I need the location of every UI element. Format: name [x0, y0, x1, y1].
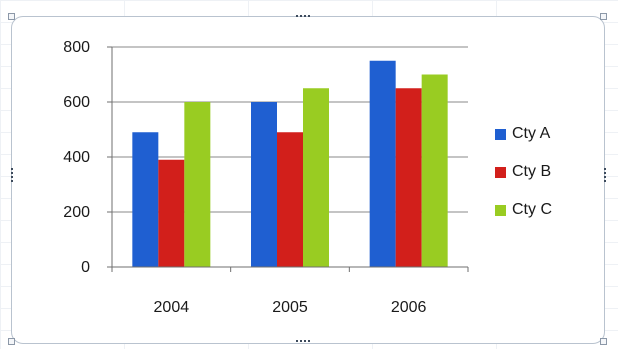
bar-cty-a-2004: [132, 132, 159, 267]
right-resize-handle[interactable]: [604, 168, 606, 182]
legend-item-cty-a[interactable]: Cty A: [495, 125, 552, 142]
y-tick-label-600: 600: [63, 94, 90, 111]
left-resize-handle[interactable]: [11, 168, 13, 182]
x-tick-label-2004: 2004: [154, 299, 190, 316]
legend[interactable]: Cty A Cty B Cty C: [495, 125, 552, 218]
top-resize-handle[interactable]: [296, 15, 310, 17]
y-tick-label-0: 0: [81, 259, 90, 276]
top-right-resize-handle[interactable]: [600, 13, 607, 20]
bottom-right-resize-handle[interactable]: [600, 338, 607, 345]
bar-cty-c-2004: [184, 102, 211, 267]
bottom-resize-handle[interactable]: [296, 340, 310, 342]
legend-label-cty-a: Cty A: [512, 125, 551, 142]
bottom-left-resize-handle[interactable]: [8, 338, 15, 345]
legend-swatch-cty-b: [495, 166, 506, 178]
x-tick-label-2005: 2005: [272, 299, 308, 316]
legend-item-cty-b[interactable]: Cty B: [495, 163, 552, 180]
y-tick-label-200: 200: [63, 204, 90, 221]
x-tick-label-2006: 2006: [391, 299, 427, 316]
legend-item-cty-c[interactable]: Cty C: [495, 201, 552, 218]
legend-label-cty-c: Cty C: [512, 201, 552, 218]
bar-cty-b-2005: [277, 132, 303, 267]
bar-cty-a-2005: [251, 102, 277, 267]
top-left-resize-handle[interactable]: [8, 13, 15, 20]
legend-swatch-cty-c: [495, 204, 506, 216]
bar-cty-a-2006: [369, 60, 396, 267]
legend-swatch-cty-a: [495, 128, 506, 140]
bar-cty-b-2006: [395, 88, 422, 267]
legend-label-cty-b: Cty B: [512, 163, 552, 180]
y-tick-label-400: 400: [63, 149, 90, 166]
bar-cty-b-2004: [158, 159, 185, 267]
bar-cty-c-2005: [303, 88, 329, 267]
y-tick-label-800: 800: [63, 39, 90, 56]
bar-cty-c-2006: [421, 74, 448, 267]
